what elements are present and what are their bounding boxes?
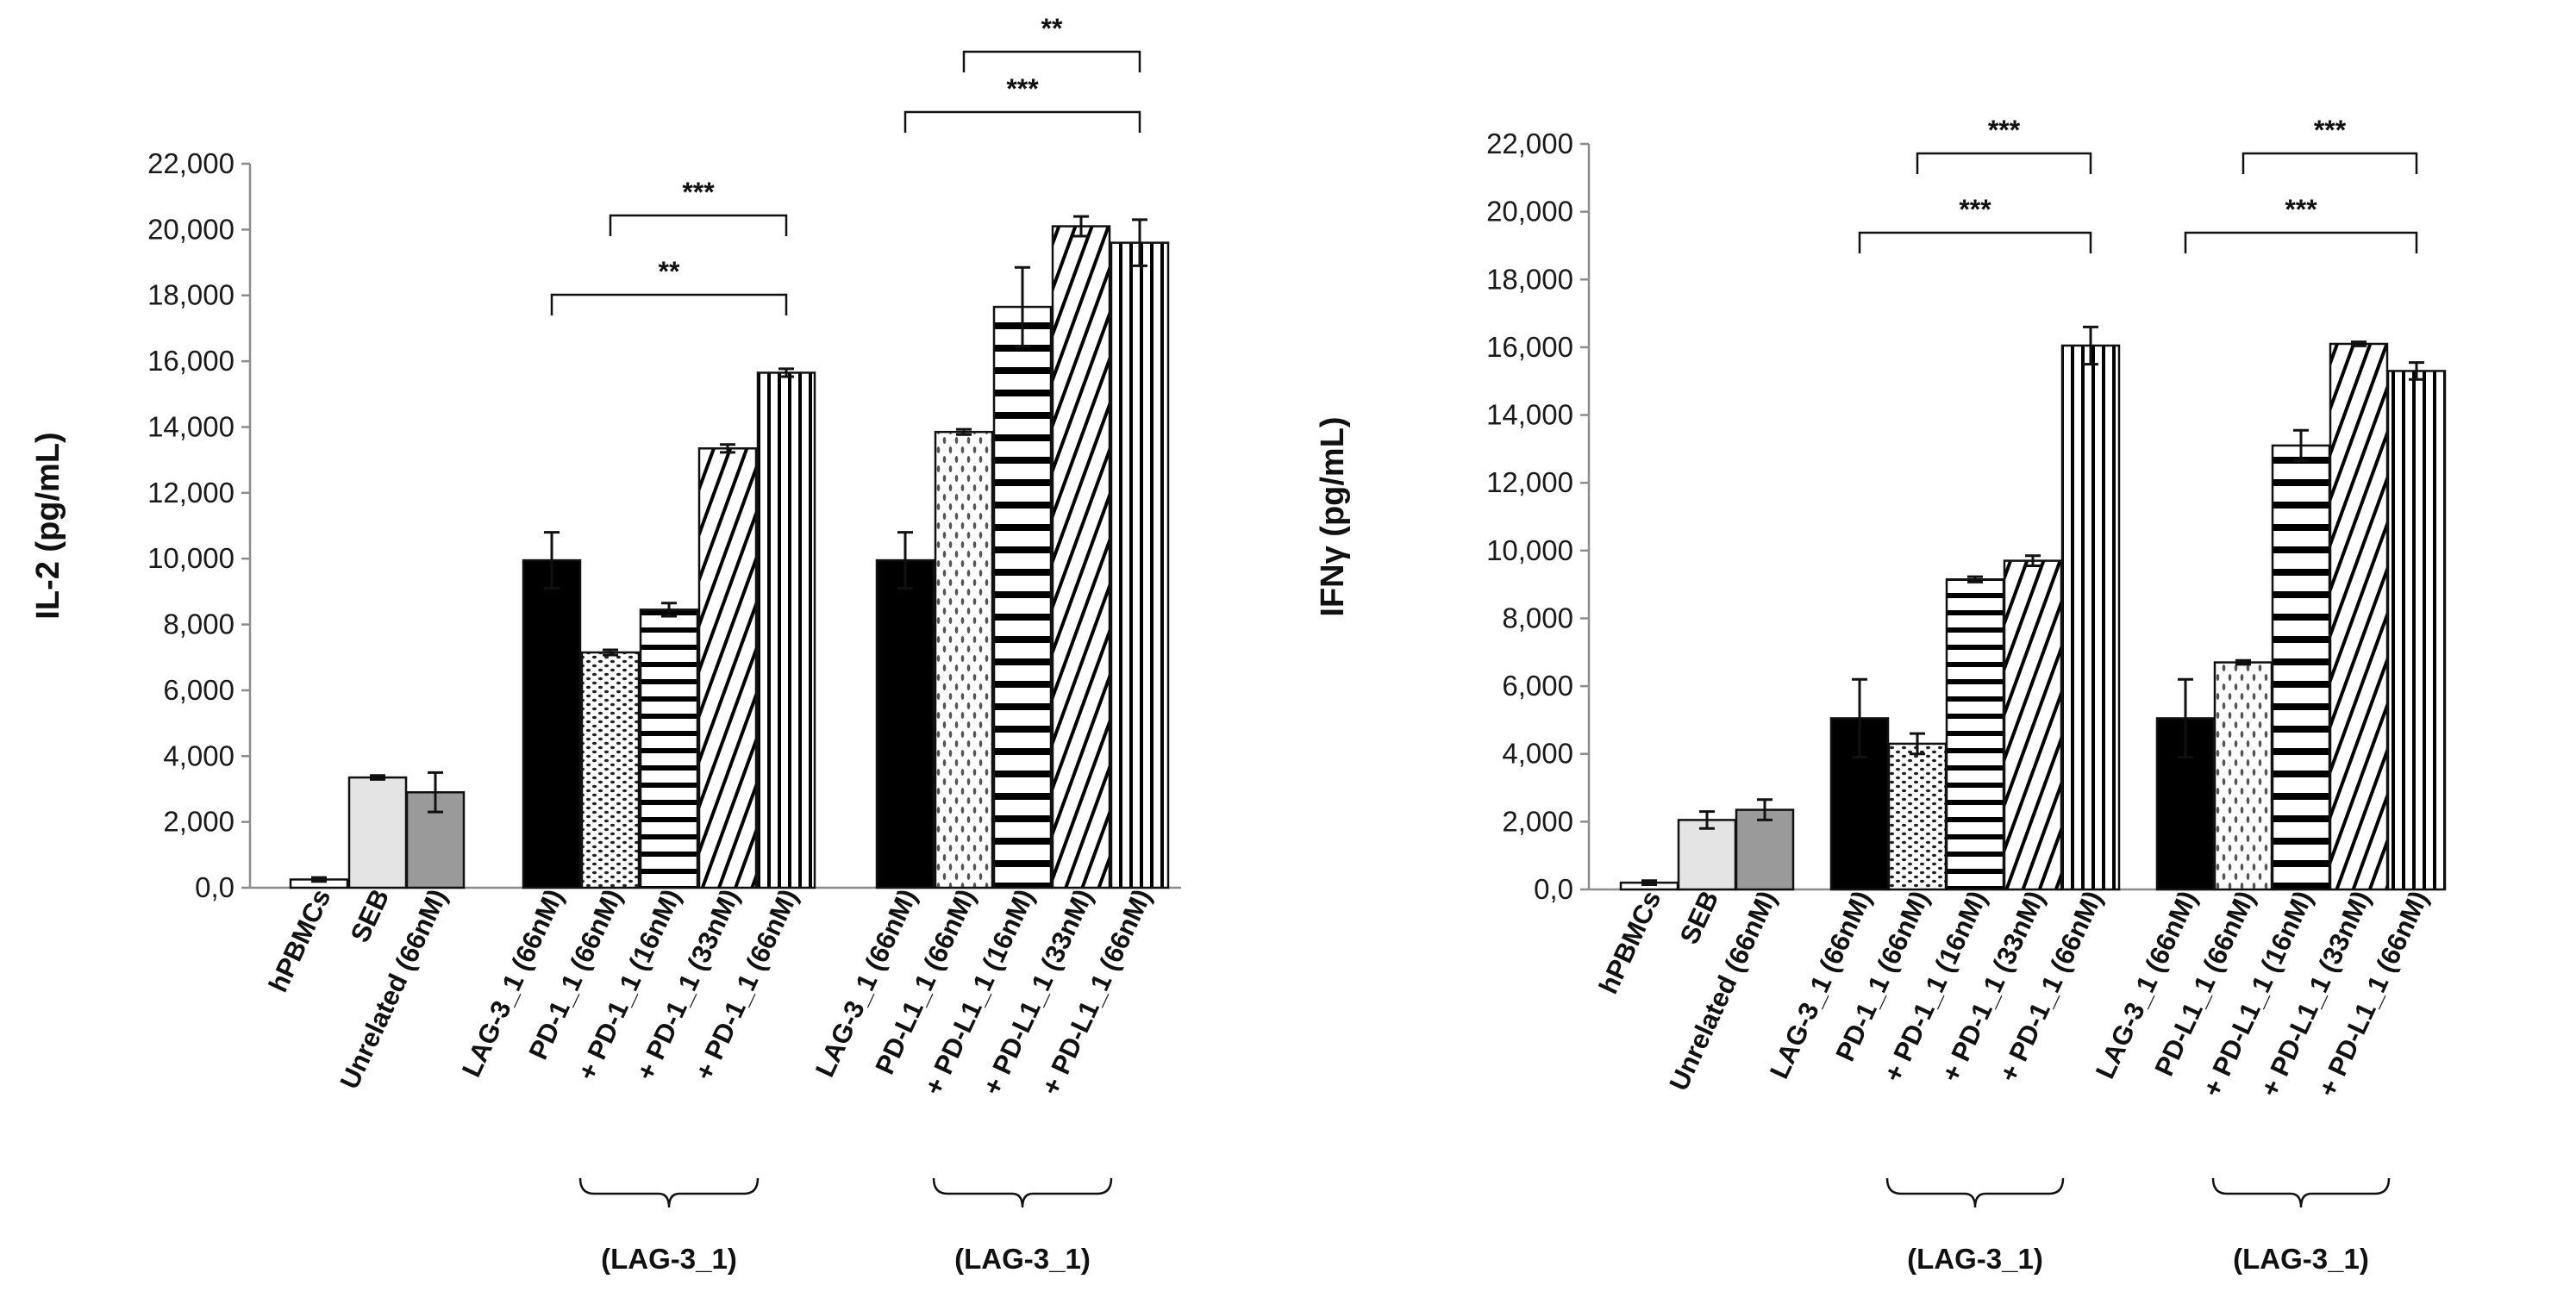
significance-label: *** (1006, 73, 1039, 104)
y-tick-label: 22,000 (147, 147, 234, 179)
bar (1051, 225, 1111, 889)
x-category-label: hPBMCs (1593, 886, 1667, 998)
group-brace (932, 1177, 1113, 1208)
significance-bracket (1916, 152, 2092, 174)
y-tick-label: 18,000 (1486, 263, 1573, 295)
y-tick-label: 0,0 (195, 871, 234, 903)
y-tick-label: 6,000 (163, 674, 234, 706)
y-tick-label: 20,000 (147, 213, 234, 245)
group-label: (LAG-3_1) (601, 1243, 737, 1275)
group-label: (LAG-3_1) (954, 1243, 1091, 1275)
bar (1677, 819, 1737, 891)
x-category-label: Unrelated (66nM) (1663, 886, 1782, 1095)
y-tick-label: 14,000 (147, 410, 234, 442)
bar (1945, 577, 2005, 891)
y-tick-label: 14,000 (1486, 399, 1573, 431)
significance-label: *** (2285, 194, 2317, 225)
bar (2213, 661, 2273, 891)
y-tick-label: 10,000 (147, 542, 234, 574)
significance-bracket (903, 110, 1141, 133)
y-tick-label: 10,000 (1486, 534, 1573, 566)
y-tick-label: 8,000 (163, 608, 234, 640)
significance-bracket (1858, 231, 2092, 253)
group-brace (578, 1177, 760, 1208)
group-label: (LAG-3_1) (2233, 1243, 2369, 1275)
significance-bracket (550, 293, 788, 315)
y-tick-label: 6,000 (1502, 670, 1573, 702)
bar (2003, 559, 2063, 891)
ifng-chart: 0,0 2,000 4,000 6,000 8,000 10,000 12,000 14,00… (1315, 115, 2447, 1275)
bar (1110, 241, 1170, 889)
group-brace (1885, 1177, 2065, 1208)
y-axis-label: IL-2 (pg/mL) (30, 432, 66, 619)
group-brace (2211, 1177, 2391, 1208)
x-category-label: Unrelated (66nM) (334, 884, 453, 1094)
y-tick-label: 8,000 (1502, 602, 1573, 633)
significance-bracket (2184, 231, 2418, 253)
significance-label: *** (2314, 115, 2347, 146)
y-tick-label: 0,0 (1534, 873, 1573, 905)
bar (697, 447, 758, 889)
x-category-label: SEB (1674, 886, 1725, 949)
y-tick-label: 18,000 (147, 279, 234, 311)
bar (347, 776, 408, 889)
il2-chart: 0,0 2,000 4,000 6,000 8,000 10,000 12,000 14,00… (30, 13, 1181, 1275)
y-axis-label: IFNγ (pg/mL) (1315, 416, 1351, 616)
y-tick-label: 20,000 (1486, 196, 1573, 228)
bar (522, 558, 582, 889)
bar (756, 371, 816, 889)
bar (1887, 742, 1948, 891)
bar (2386, 370, 2447, 891)
y-tick-label: 2,000 (1502, 805, 1573, 837)
significance-label: ** (659, 256, 680, 287)
significance-label: *** (682, 177, 715, 208)
y-tick-label: 12,000 (147, 477, 234, 508)
bar (934, 430, 994, 889)
significance-label: ** (1041, 13, 1063, 44)
bar (2060, 344, 2121, 891)
significance-label: *** (1988, 115, 2021, 146)
bar (992, 305, 1053, 889)
bar (875, 558, 935, 889)
y-tick-label: 4,000 (1502, 738, 1573, 770)
bar (1735, 808, 1795, 891)
significance-bracket (609, 214, 788, 236)
y-tick-label: 4,000 (163, 739, 234, 771)
group-label: (LAG-3_1) (1907, 1243, 2043, 1275)
significance-label: *** (1959, 194, 1991, 225)
y-tick-label: 2,000 (163, 806, 234, 838)
y-tick-label: 22,000 (1486, 128, 1573, 159)
y-tick-label: 12,000 (1486, 466, 1573, 498)
significance-bracket (962, 50, 1141, 72)
bar (639, 608, 699, 889)
bar (580, 651, 641, 889)
significance-bracket (2241, 152, 2418, 174)
bar (2329, 342, 2389, 891)
bar (2271, 444, 2331, 891)
y-tick-label: 16,000 (147, 345, 234, 377)
y-tick-label: 16,000 (1486, 331, 1573, 363)
x-category-label: SEB (345, 884, 396, 947)
x-category-label: hPBMCs (263, 884, 337, 996)
